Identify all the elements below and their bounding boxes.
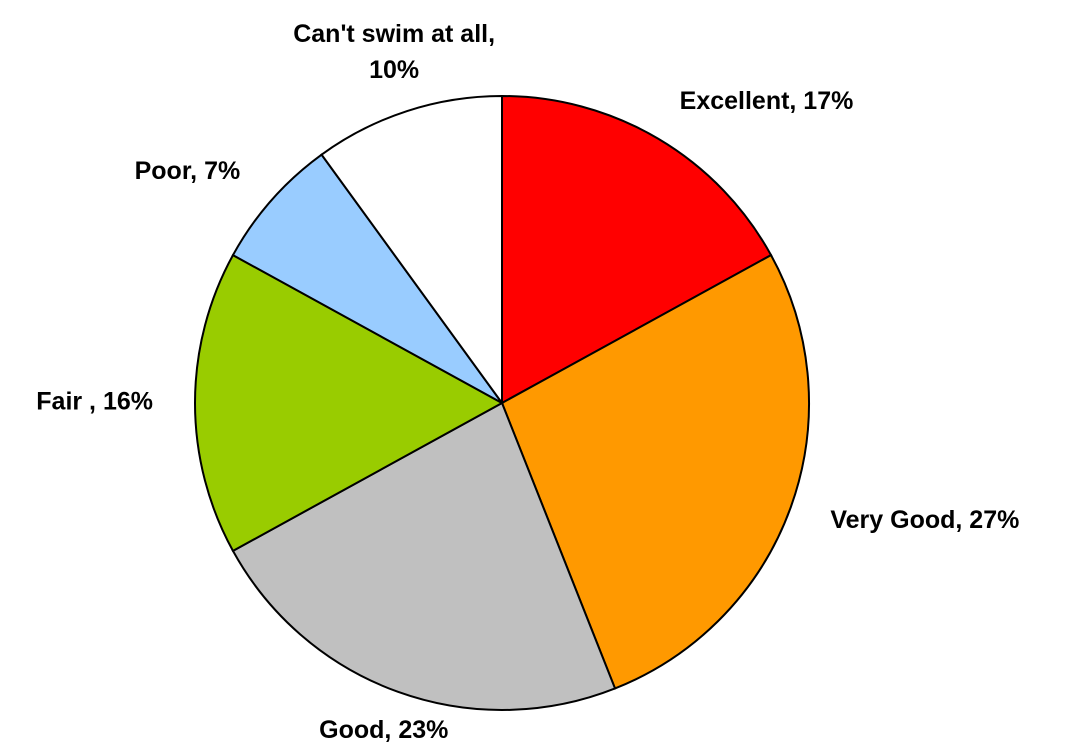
- data-label: Excellent, 17%: [680, 87, 854, 115]
- data-label-line: 10%: [369, 56, 419, 84]
- pie-slice: [231, 401, 617, 711]
- data-label-line: Can't swim at all,: [293, 20, 495, 48]
- pie-slice: [501, 94, 773, 405]
- pie-slice: [231, 153, 503, 404]
- data-label: Poor, 7%: [135, 157, 241, 185]
- pie-slice: [194, 253, 505, 553]
- pie-slice: [500, 253, 810, 690]
- pie-slice: [320, 94, 503, 407]
- data-label: Fair , 16%: [36, 388, 153, 416]
- data-label: Good, 23%: [319, 716, 448, 744]
- data-label: Very Good, 27%: [830, 506, 1019, 534]
- data-label: Can't swim at all, 10%: [293, 20, 495, 84]
